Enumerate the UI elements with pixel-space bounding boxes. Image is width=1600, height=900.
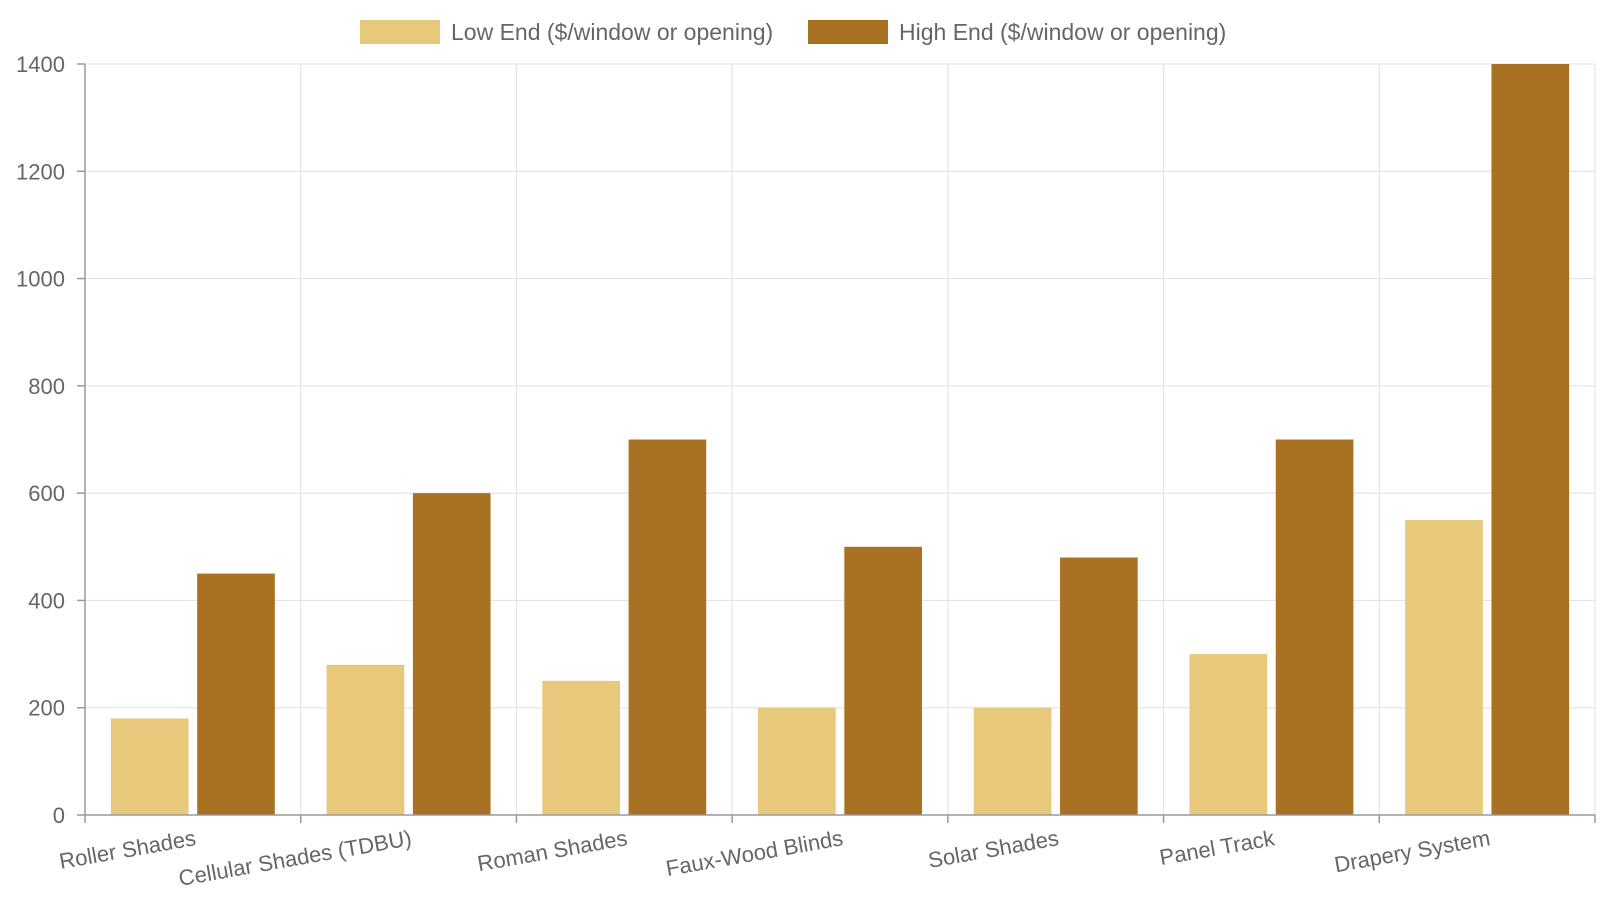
x-tick-label: Drapery System bbox=[1332, 825, 1492, 877]
y-tick-label: 1400 bbox=[16, 52, 65, 77]
bar-low-end bbox=[973, 707, 1052, 815]
axes bbox=[84, 64, 1596, 823]
grid-lines bbox=[85, 63, 1596, 815]
y-tick-label: 400 bbox=[28, 588, 65, 613]
x-tick-label: Panel Track bbox=[1158, 825, 1278, 870]
bars bbox=[110, 64, 1570, 815]
bar-high-end bbox=[197, 573, 275, 815]
legend: Low End ($/window or opening) High End (… bbox=[360, 19, 1226, 45]
bar-low-end bbox=[542, 680, 620, 815]
y-tick-label: 1000 bbox=[16, 267, 65, 292]
bar-high-end bbox=[1060, 557, 1138, 815]
bar-high-end bbox=[412, 493, 491, 815]
x-tick-label: Roman Shades bbox=[475, 825, 629, 876]
y-tick-label: 200 bbox=[28, 696, 65, 721]
x-tick-label: Cellular Shades (TDBU) bbox=[177, 825, 414, 891]
y-tick-label: 600 bbox=[28, 481, 65, 506]
bar-high-end bbox=[844, 546, 922, 815]
legend-label-high-end: High End ($/window or opening) bbox=[899, 19, 1226, 45]
y-tick-label: 1200 bbox=[16, 159, 65, 184]
bar-low-end bbox=[110, 718, 189, 815]
legend-swatch-low-end bbox=[360, 20, 440, 44]
legend-label-low-end: Low End ($/window or opening) bbox=[451, 19, 773, 45]
bar-low-end bbox=[1405, 519, 1483, 815]
y-tick-label: 800 bbox=[28, 374, 65, 399]
y-axis-tick-labels: 0 200 400 600 800 1000 1200 1400 bbox=[16, 52, 85, 828]
bar-high-end bbox=[628, 439, 707, 815]
legend-swatch-high-end bbox=[808, 20, 888, 44]
bar-low-end bbox=[758, 707, 836, 815]
bar-high-end bbox=[1491, 64, 1570, 815]
bar-low-end bbox=[1189, 654, 1268, 815]
x-tick-label: Faux-Wood Blinds bbox=[664, 825, 845, 881]
bar-high-end bbox=[1275, 439, 1354, 815]
bar-low-end bbox=[326, 664, 405, 815]
y-tick-label: 0 bbox=[53, 803, 65, 828]
x-tick-label: Solar Shades bbox=[926, 825, 1060, 873]
